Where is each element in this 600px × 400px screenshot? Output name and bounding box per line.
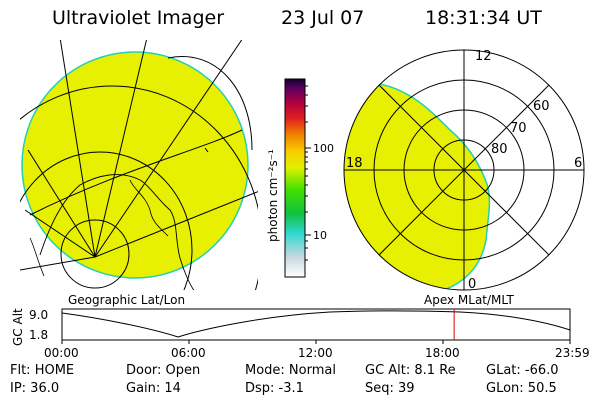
- flight-status: Flt: HOME: [10, 363, 75, 378]
- earth-limb: [167, 56, 253, 151]
- mlt-diagonal: [378, 84, 550, 256]
- aurora-image-left: [21, 51, 249, 279]
- door-status: Door: Open: [126, 363, 201, 378]
- coastline: [29, 237, 45, 277]
- mlt-label-0: 0: [468, 277, 476, 292]
- meridian-line: [20, 256, 96, 271]
- altitude-ylabel: GC Alt: [11, 308, 25, 346]
- mlt-label-12: 12: [475, 49, 492, 64]
- x-tick-label-1200: 12:00: [298, 346, 333, 360]
- mlt-label-6: 6: [574, 156, 582, 171]
- colorbar-label-100: 100: [313, 142, 334, 155]
- instrument-title: Ultraviolet Imager: [52, 7, 225, 29]
- lat-label-80: 80: [491, 142, 508, 157]
- glat-value: GLat: -66.0: [486, 363, 559, 378]
- latitude-circle: [20, 151, 193, 290]
- gc-alt-value: GC Alt: 8.1 Re: [365, 363, 456, 378]
- x-tick-label-1800: 18:00: [425, 346, 460, 360]
- apex-caption: Apex MLat/MLT: [424, 293, 514, 307]
- seq-value: Seq: 39: [365, 381, 415, 396]
- x-tick-label-0000: 00:00: [44, 346, 79, 360]
- y-tick-label-1.8: 1.8: [29, 328, 48, 342]
- altitude-frame: [61, 308, 571, 341]
- meridian-line: [59, 40, 96, 258]
- y-tick-label-9: 9.0: [29, 308, 48, 322]
- geographic-map: [20, 40, 258, 290]
- latitude-curve: [29, 129, 243, 216]
- mlt-label-18: 18: [346, 156, 363, 171]
- coastline: [204, 147, 209, 153]
- coastline: [129, 179, 169, 237]
- colorbar-gradient: [284, 78, 306, 278]
- ip-value: IP: 36.0: [10, 381, 60, 396]
- date-label: 23 Jul 07: [281, 7, 365, 29]
- meridian-line: [24, 209, 96, 258]
- meridian-line: [94, 191, 258, 258]
- lat-label-70: 70: [510, 121, 527, 136]
- meridian-line: [27, 149, 96, 258]
- dsp-value: Dsp: -3.1: [245, 381, 304, 396]
- magnetic-polar-plot: 12 18 6 0 60 70 80: [343, 49, 585, 292]
- mode-status: Mode: Normal: [245, 363, 336, 378]
- x-tick-label-2359: 23:59: [555, 346, 590, 360]
- x-tick-label-0600: 06:00: [171, 346, 206, 360]
- altitude-plot: GC Alt 9.0 1.8 00:00 06:00 12:00 18:00 2…: [11, 308, 590, 360]
- colorbar-unit: photon cm⁻²s⁻¹: [266, 149, 280, 242]
- latitude-circle: [60, 219, 130, 289]
- meridian-line: [94, 40, 147, 258]
- altitude-curve: [61, 310, 571, 338]
- colorbar-label-10: 10: [313, 229, 327, 242]
- geographic-caption: Geographic Lat/Lon: [68, 293, 185, 307]
- time-label: 18:31:34 UT: [425, 7, 542, 29]
- glon-value: GLon: 50.5: [486, 381, 557, 396]
- latitude-circle: [20, 85, 258, 290]
- lat-label-60: 60: [533, 99, 550, 114]
- meridian-line: [94, 40, 243, 258]
- colorbar: 100 10 photon cm⁻²s⁻¹: [266, 78, 334, 278]
- coastline: [39, 174, 195, 290]
- gain-value: Gain: 14: [126, 381, 181, 396]
